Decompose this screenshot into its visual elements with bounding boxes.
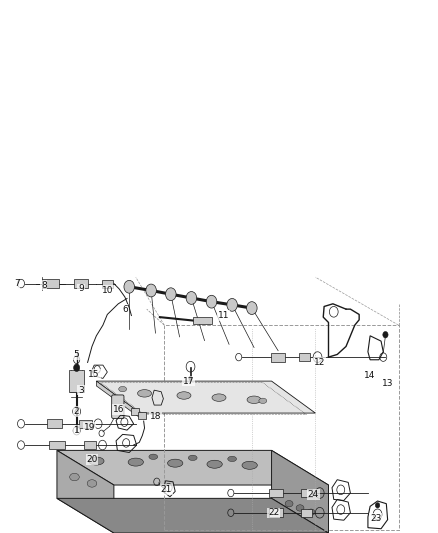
Polygon shape [96, 381, 315, 413]
Bar [138, 412, 146, 419]
Circle shape [186, 292, 197, 304]
Bar [42, 279, 59, 288]
Text: 2: 2 [74, 407, 79, 416]
Bar [269, 508, 283, 517]
Ellipse shape [128, 458, 143, 466]
Circle shape [375, 503, 380, 508]
Bar [74, 279, 88, 288]
Bar [301, 508, 312, 517]
Ellipse shape [188, 455, 197, 461]
Ellipse shape [259, 398, 267, 403]
Circle shape [206, 295, 217, 308]
Circle shape [227, 298, 237, 311]
Ellipse shape [87, 480, 97, 487]
Text: 14: 14 [364, 372, 376, 380]
Bar [164, 325, 399, 530]
Text: 15: 15 [88, 370, 100, 378]
Ellipse shape [138, 390, 152, 397]
Text: 5: 5 [74, 350, 80, 359]
Polygon shape [272, 450, 328, 533]
Text: 20: 20 [86, 455, 98, 464]
Polygon shape [57, 450, 328, 485]
Ellipse shape [70, 473, 79, 481]
Bar [49, 441, 65, 449]
Ellipse shape [168, 459, 183, 467]
Bar [269, 489, 283, 497]
Bar [102, 279, 113, 288]
Polygon shape [57, 450, 114, 533]
Polygon shape [96, 381, 140, 418]
Text: 10: 10 [102, 286, 113, 295]
Bar [47, 419, 63, 428]
Text: 16: 16 [113, 405, 124, 414]
Text: 24: 24 [307, 490, 319, 499]
FancyBboxPatch shape [112, 395, 124, 418]
Ellipse shape [228, 456, 237, 462]
Ellipse shape [242, 461, 257, 470]
Text: 8: 8 [41, 281, 47, 289]
Text: 21: 21 [161, 485, 172, 494]
Bar [131, 408, 139, 415]
Ellipse shape [247, 396, 261, 403]
Ellipse shape [212, 394, 226, 401]
Circle shape [189, 376, 192, 381]
Text: 3: 3 [78, 386, 84, 394]
Circle shape [75, 409, 78, 414]
Text: 6: 6 [122, 305, 128, 313]
Text: 18: 18 [150, 413, 161, 421]
Ellipse shape [119, 386, 127, 392]
Circle shape [146, 284, 156, 297]
Bar [271, 353, 285, 361]
Ellipse shape [296, 505, 304, 511]
Text: 17: 17 [183, 377, 194, 385]
Ellipse shape [177, 392, 191, 399]
Polygon shape [57, 498, 328, 533]
Bar [69, 370, 84, 392]
Bar [84, 441, 96, 449]
Text: 1: 1 [74, 426, 80, 435]
Text: 12: 12 [314, 358, 325, 367]
Bar [79, 420, 92, 427]
Ellipse shape [88, 457, 104, 465]
Text: 11: 11 [218, 311, 229, 320]
Text: 13: 13 [382, 379, 393, 388]
Text: 7: 7 [14, 279, 20, 288]
Ellipse shape [285, 500, 293, 507]
Text: 9: 9 [78, 285, 84, 293]
Ellipse shape [307, 509, 315, 515]
Circle shape [74, 364, 80, 372]
Circle shape [166, 288, 176, 301]
Text: 22: 22 [268, 508, 279, 517]
Circle shape [383, 332, 388, 338]
Ellipse shape [149, 454, 158, 459]
Bar [301, 489, 312, 497]
Bar [299, 353, 310, 361]
Ellipse shape [207, 460, 222, 468]
Circle shape [247, 302, 257, 314]
Circle shape [124, 280, 134, 293]
Bar [193, 317, 212, 324]
Text: 19: 19 [84, 423, 95, 432]
Text: 23: 23 [370, 514, 381, 522]
